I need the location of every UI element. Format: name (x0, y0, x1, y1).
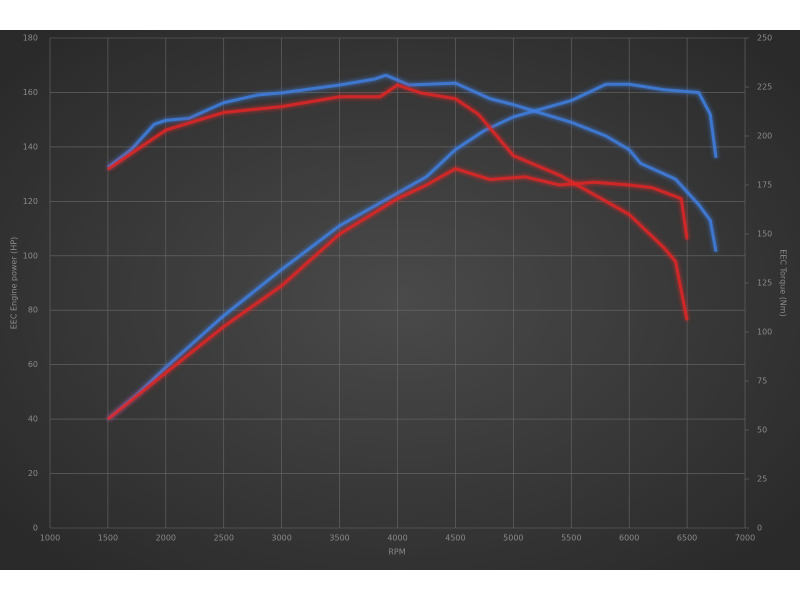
x-tick-label: 6500 (677, 534, 697, 543)
x-tick-label: 4000 (387, 534, 407, 543)
y2-tick-label: 250 (757, 34, 772, 43)
x-tick-label: 2000 (156, 534, 176, 543)
series-line (106, 167, 689, 421)
y-tick-label: 60 (28, 360, 38, 369)
y-tick-label: 100 (23, 251, 38, 260)
y2-tick-label: 200 (757, 132, 772, 141)
y-tick-label: 120 (23, 197, 38, 206)
series-line (107, 83, 689, 321)
x-axis-label: RPM (388, 548, 405, 557)
x-tick-label: 1500 (98, 534, 118, 543)
y-tick-label: 80 (28, 306, 38, 315)
y-tick-label: 160 (23, 88, 38, 97)
y2-tick-label: 25 (757, 475, 767, 484)
y2-axis-label: EEC Torque (Nm) (779, 249, 788, 316)
y-tick-label: 40 (28, 415, 38, 424)
y2-tick-label: 75 (757, 377, 767, 386)
x-tick-label: 7000 (735, 534, 755, 543)
y2-tick-label: 150 (757, 230, 772, 239)
y-axis-label: EEC Engine power (HP) (10, 237, 19, 330)
series-line (106, 82, 718, 421)
x-tick-label: 1000 (40, 534, 60, 543)
x-tick-label: 6000 (619, 534, 639, 543)
y-tick-label: 20 (28, 469, 38, 478)
series-line (107, 73, 718, 252)
y2-tick-label: 125 (757, 279, 772, 288)
y-tick-label: 140 (23, 142, 38, 151)
x-tick-label: 4500 (445, 534, 465, 543)
x-tick-label: 3500 (329, 534, 349, 543)
y2-tick-label: 175 (757, 181, 772, 190)
x-tick-label: 2500 (214, 534, 234, 543)
y2-tick-label: 100 (757, 328, 772, 337)
y-tick-label: 180 (23, 34, 38, 43)
x-tick-label: 5000 (503, 534, 523, 543)
x-tick-label: 5500 (561, 534, 581, 543)
x-tick-label: 3000 (271, 534, 291, 543)
background (0, 30, 800, 570)
y2-tick-label: 225 (757, 83, 772, 92)
y2-tick-label: 50 (757, 426, 767, 435)
y2-tick-label: 0 (757, 524, 762, 533)
y-tick-label: 0 (33, 524, 38, 533)
